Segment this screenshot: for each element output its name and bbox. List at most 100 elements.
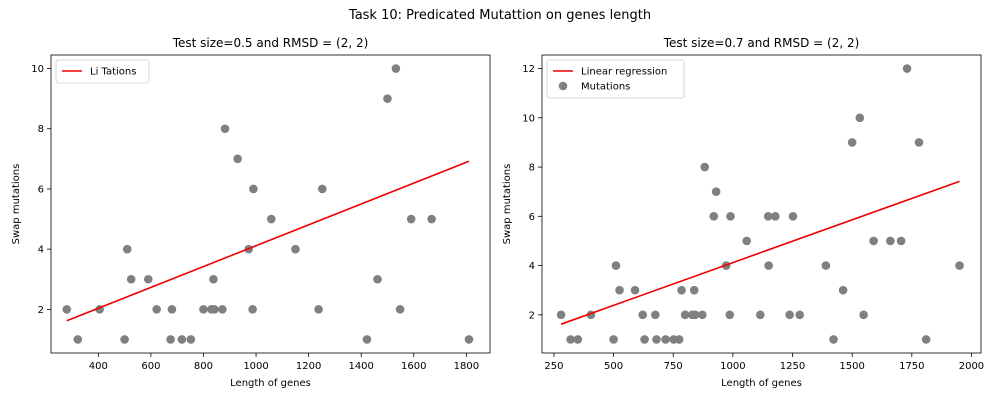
legend-label: Linear regression <box>581 67 667 78</box>
data-point <box>233 154 242 164</box>
y-tick-label: 2 <box>529 310 535 321</box>
x-tick-label: 1000 <box>243 361 268 372</box>
y-tick-label: 12 <box>522 64 535 75</box>
data-point <box>680 310 690 320</box>
data-point <box>821 261 831 270</box>
legend-box <box>546 59 685 99</box>
data-point <box>373 274 382 284</box>
legend-box <box>55 59 150 84</box>
data-point <box>763 212 773 221</box>
data-point <box>291 244 300 254</box>
data-point <box>199 305 208 314</box>
data-point <box>218 305 227 314</box>
x-tick-label: 750 <box>664 361 683 372</box>
data-point <box>955 261 964 270</box>
y-tick-label: 8 <box>38 124 44 135</box>
legend-label: Li Tations <box>90 67 136 78</box>
x-tick-label: 400 <box>89 361 108 372</box>
data-point <box>661 335 670 344</box>
data-point <box>771 212 780 221</box>
data-point <box>566 335 575 344</box>
x-axis-label: Length of genes <box>230 378 311 389</box>
data-point <box>62 305 72 314</box>
data-point <box>615 285 624 295</box>
data-point <box>700 162 710 172</box>
legend: Linear regression Mutations <box>546 59 685 99</box>
data-point <box>674 335 684 344</box>
regression-line <box>560 180 960 325</box>
data-point <box>725 310 735 320</box>
x-tick-label: 600 <box>141 361 160 372</box>
x-tick-label: 2000 <box>959 361 984 372</box>
y-tick-label: 8 <box>529 163 535 174</box>
data-point <box>126 274 136 284</box>
data-point <box>847 138 857 147</box>
data-point <box>573 335 583 344</box>
y-tick-label: 4 <box>529 261 535 272</box>
data-point <box>464 335 474 344</box>
data-point <box>902 64 912 73</box>
y-axis-label: Swap mutations <box>11 164 22 245</box>
legend-marker-swatch <box>558 81 568 91</box>
data-point <box>266 214 276 224</box>
data-point <box>314 305 323 314</box>
legend-label: Mutations <box>581 82 630 93</box>
data-point <box>795 310 804 320</box>
data-point <box>689 285 699 295</box>
data-point <box>726 212 735 221</box>
y-tick-label: 6 <box>38 184 44 195</box>
legend: Li Tations <box>55 59 150 84</box>
plot-frame <box>541 54 982 354</box>
x-tick-label: 1400 <box>348 361 373 372</box>
x-tick-label: 250 <box>544 361 563 372</box>
y-tick-label: 6 <box>529 212 535 223</box>
data-point <box>611 261 621 270</box>
data-point <box>383 94 392 103</box>
data-point <box>186 335 196 344</box>
chart-title: Test size=0.7 and RMSD = (2, 2) <box>663 36 860 50</box>
data-point <box>249 184 258 194</box>
data-point <box>609 335 618 344</box>
data-point <box>167 305 177 314</box>
x-tick-label: 800 <box>194 361 213 372</box>
x-tick-label: 1000 <box>720 361 745 372</box>
data-point <box>677 285 686 295</box>
data-point <box>391 64 401 73</box>
y-axis-label: Swap mutations <box>502 164 513 245</box>
data-point <box>859 310 868 320</box>
data-point <box>921 335 931 344</box>
data-point <box>914 138 924 147</box>
x-axis-label: Length of genes <box>721 378 802 389</box>
data-point <box>556 310 566 320</box>
chart-left: Test size=0.5 and RMSD = (2, 2) 400 600 800… <box>11 36 491 389</box>
data-point <box>698 310 707 320</box>
data-point <box>711 187 721 196</box>
data-point <box>209 274 218 284</box>
plot-frame <box>50 54 491 354</box>
x-tick-label: 1750 <box>899 361 924 372</box>
data-point <box>152 305 161 314</box>
x-tick-label: 1500 <box>839 361 864 372</box>
y-tick-label: 2 <box>38 305 44 316</box>
data-point <box>210 305 219 314</box>
data-point <box>855 113 865 123</box>
data-point <box>886 236 895 246</box>
data-point <box>395 305 405 314</box>
data-point <box>709 212 719 221</box>
regression-line <box>66 160 470 322</box>
y-tick-label: 4 <box>38 245 44 256</box>
x-tick-label: 1600 <box>401 361 426 372</box>
chart-title: Test size=0.5 and RMSD = (2, 2) <box>172 36 369 50</box>
chart-right: Test size=0.7 and RMSD = (2, 2) 250 500 750… <box>502 36 984 389</box>
data-point <box>640 335 649 344</box>
y-tick-label: 10 <box>31 64 44 75</box>
data-point <box>143 274 153 284</box>
data-point <box>651 310 660 320</box>
data-point <box>406 214 416 224</box>
data-point <box>764 261 773 270</box>
data-point <box>427 214 436 224</box>
x-tick-label: 1200 <box>296 361 321 372</box>
data-point <box>362 335 372 344</box>
data-point <box>869 236 878 246</box>
